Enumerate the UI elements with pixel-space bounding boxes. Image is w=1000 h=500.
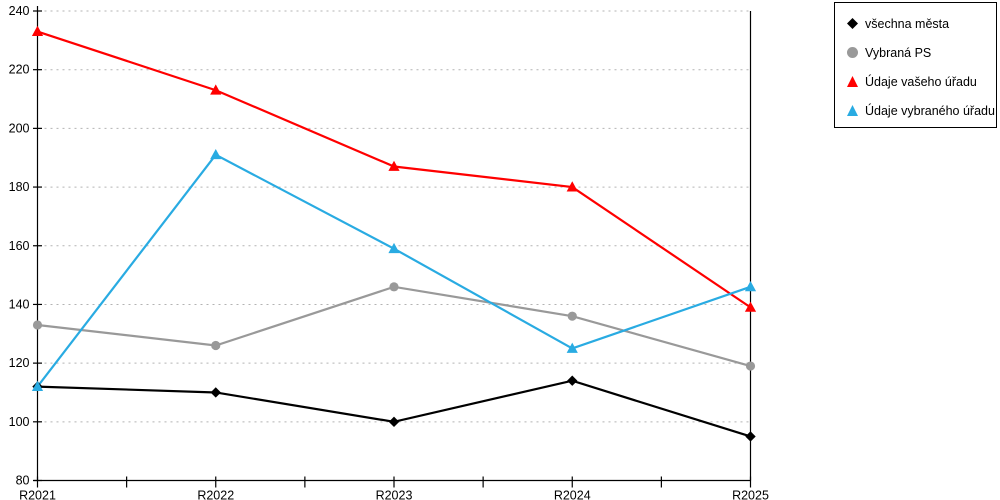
data-point-marker — [567, 375, 578, 386]
data-point-marker — [388, 160, 400, 171]
y-tick-label: 180 — [9, 180, 30, 194]
data-point-marker — [31, 25, 44, 36]
legend-label: všechna města — [865, 16, 950, 31]
y-tick-label: 120 — [9, 356, 30, 370]
series-line — [37, 285, 751, 368]
diamond-marker-icon — [847, 18, 858, 29]
data-point-marker — [744, 301, 757, 312]
legend-item: Údaje vybraného úřadu — [847, 96, 996, 125]
data-point-marker — [566, 342, 578, 353]
legend-item: všechna města — [847, 9, 996, 38]
data-point-marker — [31, 380, 44, 391]
data-point-marker — [210, 84, 222, 95]
triangle-marker-icon — [847, 105, 858, 116]
y-tick-label: 200 — [9, 121, 30, 135]
x-tick-label: R2022 — [197, 489, 234, 500]
x-tick-label: R2024 — [554, 489, 591, 500]
series-line — [37, 379, 751, 438]
y-tick-label: 140 — [9, 297, 30, 311]
y-tick-label: 240 — [9, 4, 30, 18]
data-point-marker — [744, 281, 757, 292]
legend-label: Vybraná PS — [865, 45, 932, 60]
y-tick-label: 160 — [9, 239, 30, 253]
x-tick-label: R2023 — [376, 489, 413, 500]
x-tick-label: R2025 — [732, 489, 769, 500]
legend-item: Vybraná PS — [847, 38, 996, 67]
data-point-marker — [745, 431, 756, 442]
data-point-marker — [210, 148, 222, 160]
circle-marker-icon — [847, 47, 858, 58]
data-point-marker — [745, 361, 756, 371]
data-point-marker — [388, 416, 400, 428]
triangle-marker-icon — [847, 76, 858, 87]
legend-label: Údaje vybraného úřadu — [865, 103, 995, 118]
data-point-marker — [566, 181, 578, 192]
x-tick-label: R2021 — [19, 489, 56, 500]
data-point-marker — [210, 387, 221, 398]
y-tick-label: 100 — [9, 415, 30, 429]
y-tick-label: 80 — [16, 474, 30, 488]
data-point-marker — [567, 311, 577, 321]
legend-label: Údaje vašeho úřadu — [865, 74, 977, 89]
series-line — [36, 153, 751, 388]
data-point-marker — [32, 320, 43, 330]
y-tick-label: 220 — [9, 63, 30, 77]
data-point-marker — [211, 340, 221, 351]
data-point-marker — [389, 282, 399, 292]
legend-item: Údaje vašeho úřadu — [847, 67, 996, 96]
chart-legend: všechna města Vybraná PS Údaje vašeho úř… — [834, 2, 997, 128]
data-point-marker — [388, 242, 400, 254]
